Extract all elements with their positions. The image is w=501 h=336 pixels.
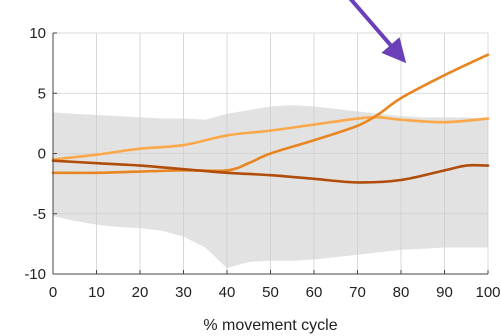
- x-tick-label: 50: [262, 284, 279, 301]
- x-tick-label: 0: [49, 284, 57, 301]
- x-tick-label: 20: [132, 284, 149, 301]
- y-tick-label: 5: [38, 85, 46, 102]
- axis-layer: [52, 32, 489, 275]
- y-tick-label: -5: [33, 206, 46, 223]
- tick-label-layer: 0 10 20 30 40 50 60 70 80 90 100 -10 -5 0 5 10: [24, 25, 500, 301]
- x-axis-label: % movement cycle: [203, 317, 337, 334]
- y-tick-label: -10: [24, 266, 46, 283]
- x-tick-label: 90: [436, 284, 453, 301]
- y-tick-label: 0: [38, 146, 46, 163]
- series-line-3: [51, 159, 490, 184]
- y-tick-label: 10: [29, 25, 46, 42]
- x-tick-label: 10: [88, 284, 105, 301]
- series-line-1: [51, 115, 490, 161]
- x-tick-label: 70: [349, 284, 366, 301]
- x-tick-label: 40: [219, 284, 236, 301]
- series-line-2: [51, 53, 490, 175]
- annotation-layer: [348, 0, 407, 64]
- series-layer: [51, 53, 490, 184]
- x-tick-label: 100: [475, 284, 500, 301]
- annotation-arrow: [348, 0, 407, 64]
- x-tick-label: 30: [175, 284, 192, 301]
- x-tick-label: 80: [393, 284, 410, 301]
- x-tick-label: 60: [306, 284, 323, 301]
